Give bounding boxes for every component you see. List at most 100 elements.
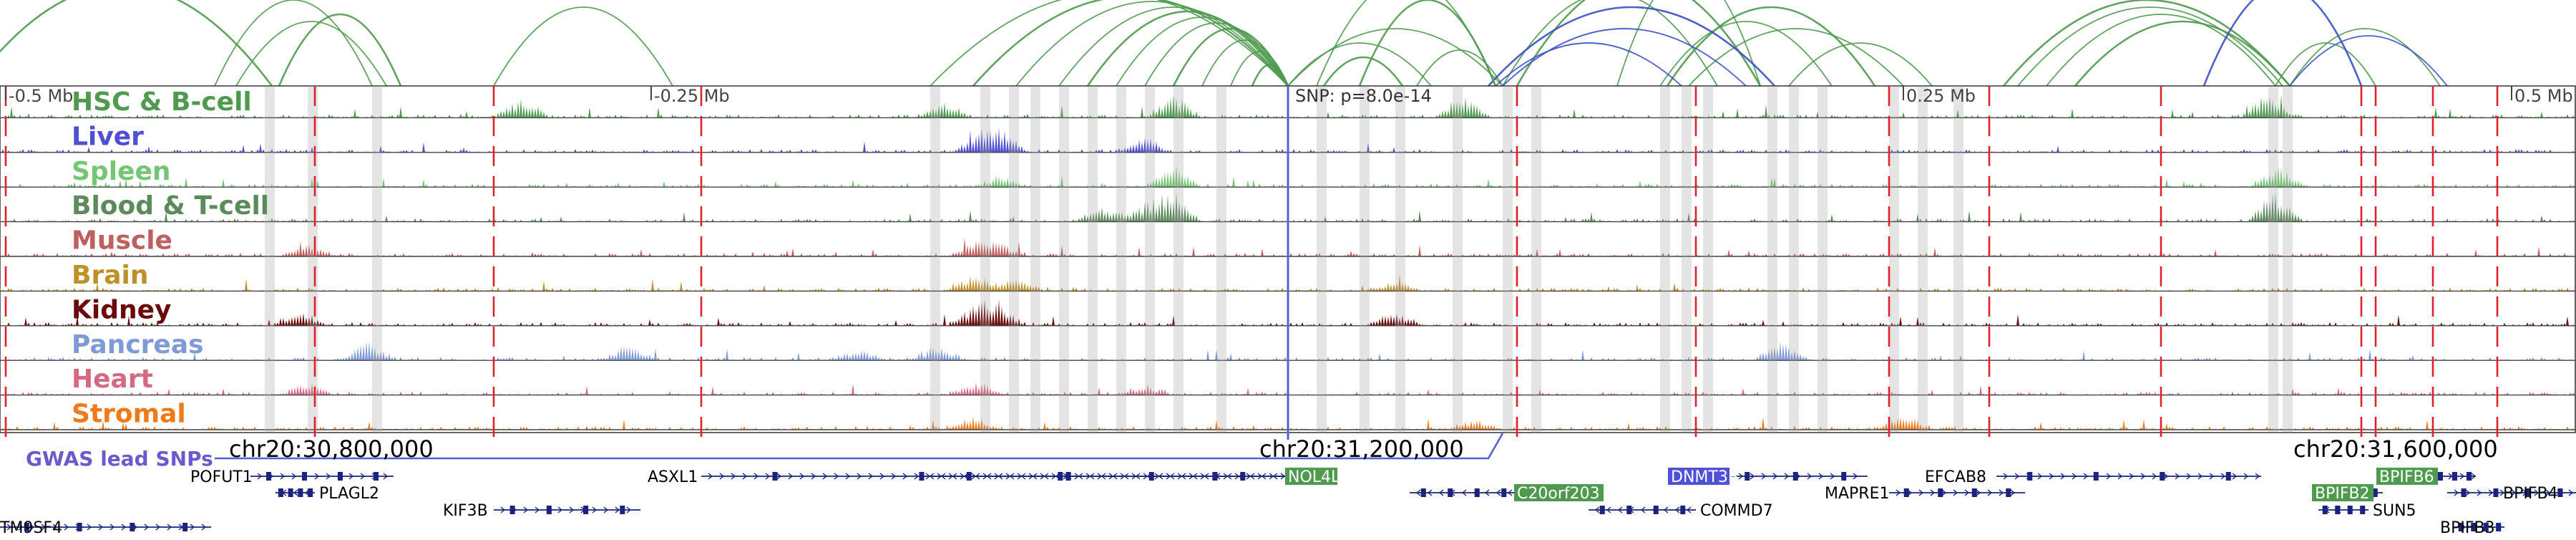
loop-arc: [278, 13, 402, 87]
region-band: [1918, 86, 1928, 433]
strand-arrow: [1987, 489, 1993, 496]
strand-arrow: [2163, 473, 2169, 480]
strand-arrow: [2255, 473, 2260, 480]
strand-arrow: [708, 473, 713, 480]
exon: [1745, 472, 1750, 481]
strand-arrow: [1427, 489, 1433, 496]
region-band: [1030, 86, 1040, 433]
strand-arrow: [765, 473, 771, 480]
gwas-track: GWAS lead SNPs chr20:30,800,000 chr20:31,2…: [26, 433, 2498, 471]
strand-arrow: [2072, 473, 2077, 480]
strand-arrow: [615, 506, 620, 514]
strand-arrow: [1784, 473, 1790, 480]
strand-arrow: [41, 524, 47, 531]
track-label: Liver: [72, 122, 144, 151]
loop-arc: [1666, 6, 1876, 87]
strand-arrow: [6, 524, 12, 531]
strand-arrow: [257, 473, 263, 480]
gene-label: ASXL1: [648, 468, 698, 486]
strand-arrow: [2152, 473, 2157, 480]
strand-arrow: [1261, 473, 1267, 480]
exon: [1653, 506, 1659, 514]
strand-arrow: [776, 473, 782, 480]
gene-annotation-track: POFUT1 PLAGL2 TM9SF4 KIF3B ASXL1 NOL4L C20orf2…: [0, 468, 2576, 537]
loop-arc: [1502, 0, 1718, 87]
gene-label: SUN5: [2373, 502, 2416, 520]
loop-arc: [214, 0, 373, 87]
strand-arrow: [1496, 489, 1501, 496]
exon: [1971, 488, 1977, 497]
exon: [2493, 488, 2499, 497]
loop-arc: [1416, 49, 1503, 87]
strand-arrow: [2083, 473, 2089, 480]
loop-arc: [1287, 28, 1503, 87]
strand-arrow: [500, 506, 506, 514]
strand-arrow: [857, 473, 862, 480]
strand-arrow: [997, 473, 1003, 480]
exon: [2372, 488, 2378, 497]
region-band: [1116, 86, 1126, 433]
loop-arc: [1516, 0, 1762, 87]
loop-arc: [1495, 42, 1682, 87]
exon: [919, 472, 924, 481]
strand-arrow: [2003, 473, 2009, 480]
strand-arrow: [1272, 473, 1278, 480]
strand-arrow: [1953, 489, 1958, 496]
region-band: [1818, 86, 1828, 433]
exon: [308, 488, 313, 497]
signal-1: [0, 127, 2576, 153]
strand-arrow: [788, 473, 794, 480]
strand-arrow: [2220, 473, 2226, 480]
strand-arrow: [592, 506, 597, 514]
signal-7: [0, 341, 2576, 361]
loop-arc: [1788, 42, 1933, 87]
strand-arrow: [2534, 489, 2540, 496]
strand-arrow: [523, 506, 529, 514]
exon: [298, 488, 303, 497]
strand-arrow: [1169, 473, 1175, 480]
strand-arrow: [986, 473, 992, 480]
strand-arrow: [753, 473, 759, 480]
strand-arrow: [201, 524, 207, 531]
strand-arrow: [2175, 473, 2180, 480]
loop-arc: [235, 21, 387, 87]
strand-arrow: [868, 473, 874, 480]
region-band: [930, 86, 940, 433]
strand-arrow: [535, 506, 540, 514]
strand-arrow: [2568, 489, 2574, 496]
exon: [24, 523, 29, 531]
scale-tick-label: -0.5 Mb: [9, 86, 73, 106]
chromosome-coordinate: chr20:31,200,000: [1259, 435, 1464, 463]
exon: [966, 472, 972, 481]
strand-arrow: [2465, 489, 2471, 496]
loop-arc: [1322, 56, 1404, 87]
strand-arrow: [1617, 506, 1623, 514]
exon: [302, 472, 307, 481]
strand-arrow: [1066, 473, 1072, 480]
region-band: [2268, 86, 2278, 433]
strand-arrow: [18, 524, 24, 531]
region-band: [1009, 86, 1019, 433]
strand-arrow: [626, 506, 632, 514]
exon: [1058, 472, 1063, 481]
exon: [2160, 472, 2165, 481]
gene-highlight: [1514, 484, 1604, 501]
scale-ticks: -0.5 Mb -0.25 Mb 0.25 Mb 0.5 Mb SNP: p=8.0e-…: [5, 86, 2573, 106]
gene-label: COMMD7: [1700, 502, 1773, 520]
exon: [1448, 488, 1453, 497]
scale-tick-label: 0.5 Mb: [2514, 86, 2573, 106]
strand-arrow: [2049, 473, 2054, 480]
strand-arrow: [1009, 473, 1015, 480]
strand-arrow: [1123, 473, 1129, 480]
exon: [1474, 488, 1480, 497]
strand-arrow: [569, 506, 575, 514]
exon: [546, 506, 552, 514]
strand-arrow: [2106, 473, 2112, 480]
region-band: [1953, 86, 1963, 433]
exon: [374, 472, 379, 481]
exon: [1240, 472, 1246, 481]
strand-arrow: [1215, 473, 1221, 480]
strand-arrow: [29, 524, 35, 531]
exon: [338, 472, 343, 481]
